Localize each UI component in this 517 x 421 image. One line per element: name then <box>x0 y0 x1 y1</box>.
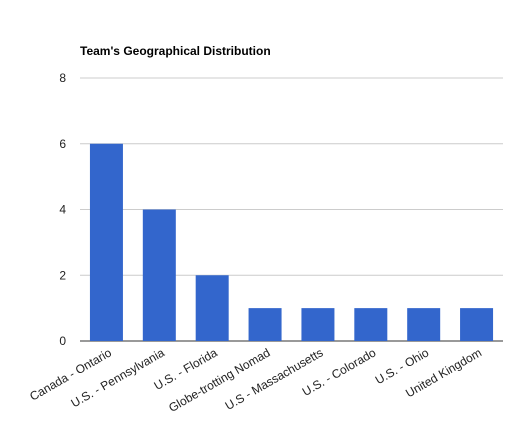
x-tick-label: U.S - Massachusetts <box>223 345 326 412</box>
y-tick-label: 2 <box>59 268 66 282</box>
bars <box>89 143 494 341</box>
y-axis-ticks: 0 2 4 6 8 <box>59 71 66 348</box>
chart-title: Team's Geographical Distribution <box>80 44 271 58</box>
bar <box>460 308 494 341</box>
bar <box>301 308 335 341</box>
bar <box>89 143 123 341</box>
y-tick-label: 6 <box>59 137 66 151</box>
y-tick-label: 4 <box>59 203 66 217</box>
x-tick-label: U.S. - Pennsylvania <box>69 345 168 410</box>
y-tick-label: 8 <box>59 71 66 85</box>
bar <box>248 308 282 341</box>
bar <box>407 308 441 341</box>
y-tick-label: 0 <box>59 334 66 348</box>
bar <box>142 209 176 341</box>
bar <box>195 275 229 341</box>
bar <box>354 308 388 341</box>
